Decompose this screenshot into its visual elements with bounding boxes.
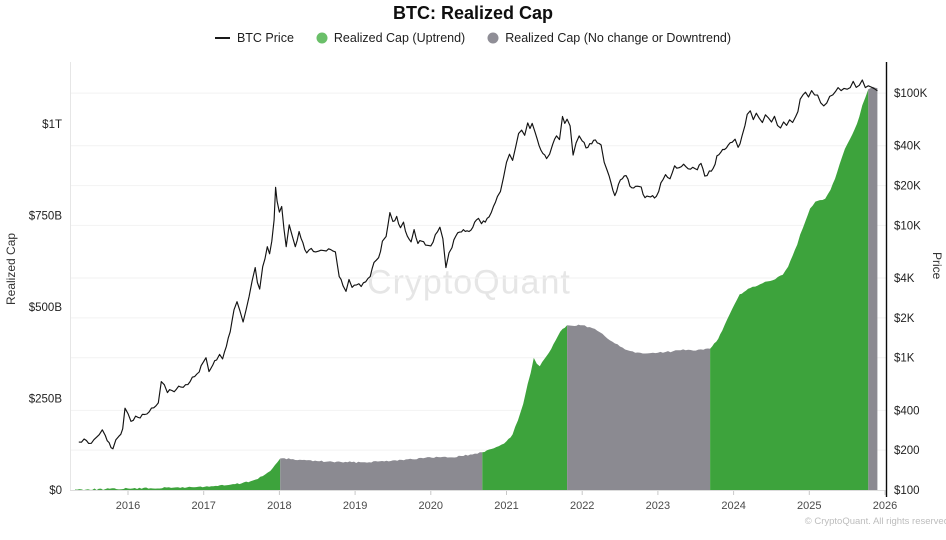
- right-tick-label: $1K: [894, 353, 915, 365]
- legend-label: BTC Price: [236, 31, 294, 45]
- right-tick-label: $100: [894, 485, 920, 497]
- right-tick-label: $40K: [894, 141, 921, 153]
- legend-item-btc-price[interactable]: BTC Price: [214, 31, 294, 45]
- left-tick-label: $500B: [29, 302, 63, 314]
- right-tick-label: $400: [894, 405, 920, 417]
- left-tick-label: $250B: [29, 394, 63, 406]
- btc-price-line: [78, 79, 878, 450]
- realized-cap-area-downtrend: [868, 86, 878, 491]
- legend-item-realized-cap-uptrend[interactable]: Realized Cap (Uptrend): [316, 31, 465, 45]
- realized-cap-area-uptrend: [75, 458, 281, 491]
- right-axis-title: Price: [930, 252, 944, 280]
- right-tick-label: $200: [894, 445, 920, 457]
- right-tick-label: $10K: [894, 220, 921, 232]
- realized-cap-area-uptrend: [482, 325, 568, 491]
- line-swatch-icon: [214, 37, 230, 39]
- legend: BTC Price Realized Cap (Uptrend) Realize…: [0, 31, 946, 45]
- realized-cap-area-downtrend: [280, 452, 483, 491]
- left-tick-label: $1T: [42, 119, 62, 131]
- left-tick-label: $0: [49, 485, 62, 497]
- gray-dot-icon: [487, 32, 499, 44]
- x-tick-label: 2021: [494, 500, 518, 512]
- x-tick-label: 2018: [267, 500, 291, 512]
- x-tick-label: 2017: [191, 500, 215, 512]
- right-tick-label: $100K: [894, 88, 928, 100]
- x-tick-label: 2022: [570, 500, 594, 512]
- right-tick-label: $20K: [894, 181, 921, 193]
- legend-label: Realized Cap (No change or Downtrend): [505, 31, 732, 45]
- right-tick-label: $2K: [894, 313, 915, 325]
- x-tick-label: 2023: [646, 500, 670, 512]
- chart-title: BTC: Realized Cap: [392, 3, 554, 23]
- x-tick-label: 2026: [873, 500, 897, 512]
- x-tick-label: 2025: [797, 500, 821, 512]
- x-tick-label: 2020: [419, 500, 443, 512]
- legend-item-realized-cap-downtrend[interactable]: Realized Cap (No change or Downtrend): [487, 31, 731, 45]
- copyright-attribution: © CryptoQuant. All rights reserved: [804, 516, 946, 527]
- green-dot-icon: [316, 32, 328, 44]
- left-tick-label: $750B: [29, 211, 63, 223]
- realized-cap-area-downtrend: [567, 324, 711, 491]
- realized-cap-area-uptrend: [710, 89, 869, 491]
- x-tick-label: 2016: [116, 500, 140, 512]
- legend-label: Realized Cap (Uptrend): [333, 31, 466, 45]
- right-tick-label: $4K: [894, 273, 915, 285]
- x-tick-label: 2019: [343, 500, 367, 512]
- cryptoquant-watermark: CryptoQuant: [367, 263, 571, 302]
- x-tick-label: 2024: [721, 500, 745, 512]
- left-axis-title: Realized Cap: [4, 232, 18, 305]
